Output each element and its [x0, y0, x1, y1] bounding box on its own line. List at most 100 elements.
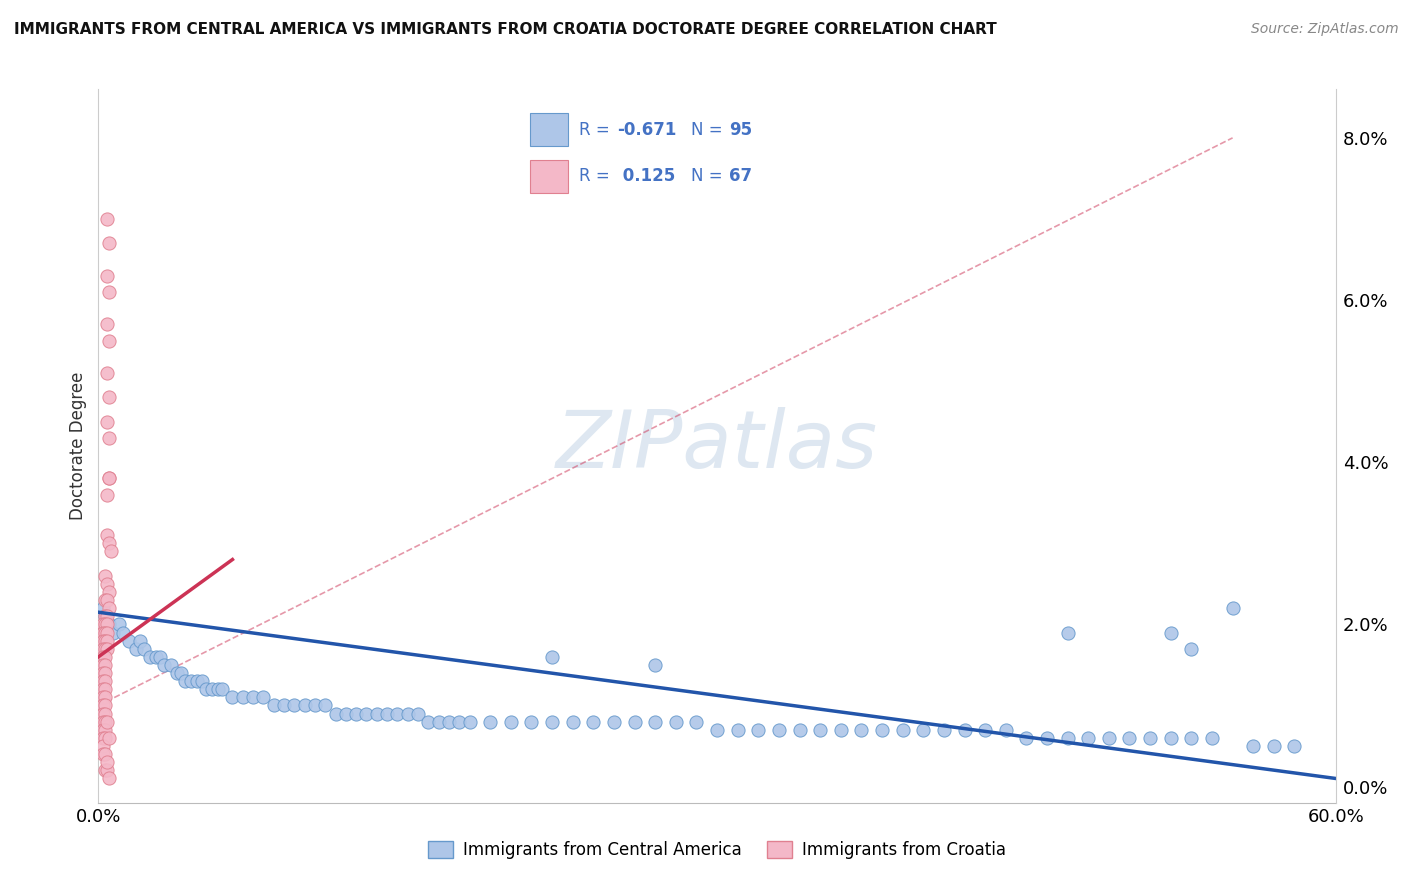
Point [97, 536, 120, 550]
Point [375, 706, 398, 721]
Point [101, 625, 124, 640]
Text: ZIPatlas: ZIPatlas [555, 407, 879, 485]
Point [644, 657, 666, 672]
Point [603, 714, 626, 729]
Point [283, 698, 305, 713]
Point [1077, 731, 1099, 745]
Point [314, 698, 336, 713]
Point [93, 666, 115, 681]
Point [91, 625, 114, 640]
Point [830, 723, 852, 737]
Point [93, 617, 115, 632]
Text: -0.671: -0.671 [617, 121, 676, 139]
Point [1118, 731, 1140, 745]
Point [932, 723, 955, 737]
Point [97, 334, 120, 348]
Point [96, 415, 118, 429]
Point [273, 698, 295, 713]
Point [91, 641, 114, 656]
Point [93, 698, 115, 713]
Point [727, 723, 749, 737]
Point [96, 268, 118, 283]
Point [97, 601, 120, 615]
Point [91, 674, 114, 689]
Point [418, 714, 440, 729]
Point [201, 682, 224, 697]
Point [685, 714, 707, 729]
Point [870, 723, 893, 737]
Point [1241, 739, 1264, 753]
Point [665, 714, 688, 729]
Point [582, 714, 605, 729]
Point [96, 528, 118, 542]
Text: 67: 67 [728, 168, 752, 186]
Point [97, 431, 120, 445]
Point [96, 366, 118, 380]
Point [97, 731, 120, 745]
Point [180, 674, 202, 689]
Point [93, 625, 115, 640]
Point [520, 714, 543, 729]
Point [118, 633, 141, 648]
Bar [530, 113, 568, 146]
Point [912, 723, 935, 737]
Point [100, 544, 122, 558]
Text: N =: N = [690, 121, 727, 139]
Point [96, 617, 118, 632]
Point [124, 641, 146, 656]
Point [437, 714, 460, 729]
Point [366, 706, 388, 721]
Point [93, 690, 115, 705]
Point [1056, 625, 1078, 640]
Point [96, 633, 118, 648]
Point [166, 666, 188, 681]
Point [541, 649, 564, 664]
Point [93, 641, 115, 656]
Point [449, 714, 471, 729]
Point [242, 690, 264, 705]
Point [344, 706, 367, 721]
Point [768, 723, 790, 737]
Point [747, 723, 769, 737]
Point [128, 633, 150, 648]
Point [186, 674, 208, 689]
Point [387, 706, 409, 721]
Point [91, 601, 114, 615]
Point [112, 625, 135, 640]
Point [91, 649, 114, 664]
Point [994, 723, 1017, 737]
Point [93, 723, 115, 737]
Point [96, 577, 118, 591]
Point [93, 568, 115, 582]
Point [96, 488, 118, 502]
Text: 95: 95 [728, 121, 752, 139]
Point [97, 471, 120, 485]
Point [93, 674, 115, 689]
Point [211, 682, 233, 697]
Y-axis label: Doctorate Degree: Doctorate Degree [69, 372, 87, 520]
Point [153, 657, 176, 672]
Point [91, 731, 114, 745]
Point [190, 674, 212, 689]
Legend: Immigrants from Central America, Immigrants from Croatia: Immigrants from Central America, Immigra… [422, 834, 1012, 866]
Point [1284, 739, 1306, 753]
Point [96, 609, 118, 624]
Point [93, 714, 115, 729]
Point [93, 706, 115, 721]
Point [170, 666, 193, 681]
Point [1222, 601, 1244, 615]
Point [96, 764, 118, 778]
Point [1015, 731, 1038, 745]
Point [91, 698, 114, 713]
Point [335, 706, 357, 721]
Text: 0.125: 0.125 [617, 168, 675, 186]
Point [91, 617, 114, 632]
Point [96, 318, 118, 332]
Point [93, 633, 115, 648]
Text: N =: N = [690, 168, 727, 186]
Point [132, 641, 155, 656]
Point [207, 682, 229, 697]
Point [789, 723, 811, 737]
Point [541, 714, 564, 729]
Point [96, 756, 118, 770]
